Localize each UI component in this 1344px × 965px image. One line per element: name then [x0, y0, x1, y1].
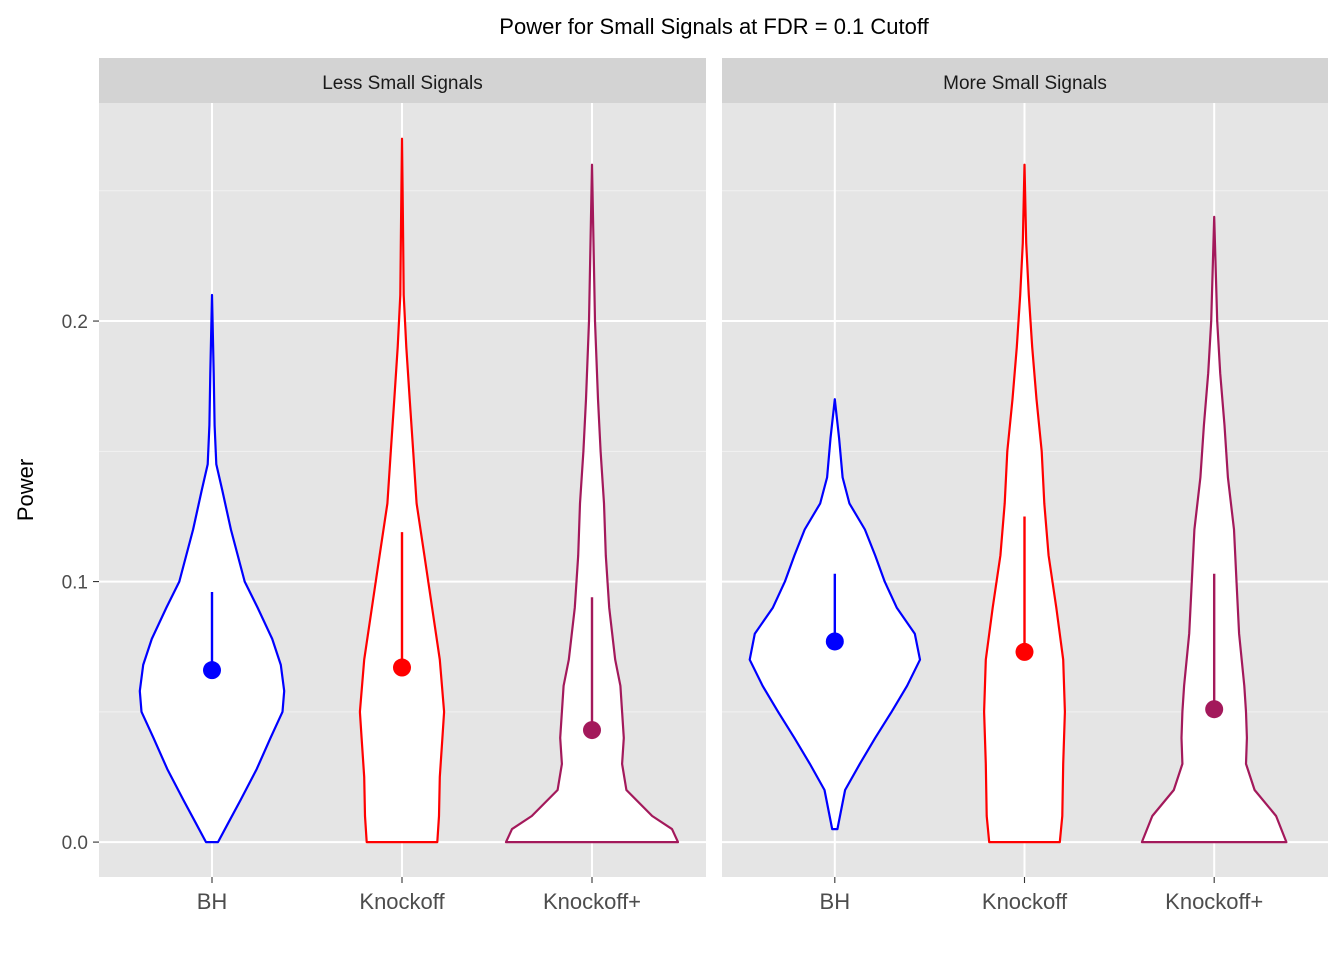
- y-axis-label: Power: [13, 459, 38, 521]
- chart-title: Power for Small Signals at FDR = 0.1 Cut…: [499, 14, 929, 39]
- x-tick-label: Knockoff: [982, 889, 1068, 914]
- facet-strip-label: Less Small Signals: [322, 73, 483, 94]
- facet-strip-label: More Small Signals: [943, 73, 1107, 94]
- median-point: [393, 658, 411, 677]
- facet-strip: [99, 58, 706, 103]
- violin-knockoff: [983, 163, 1066, 844]
- median-point: [583, 721, 601, 740]
- y-tick-label: 0.0: [62, 833, 88, 854]
- x-tick-label: Knockoff+: [543, 889, 641, 914]
- violin-bh: [138, 293, 286, 844]
- median-point: [1015, 642, 1034, 661]
- violin-knockoff: [358, 137, 446, 844]
- facet-strip: [722, 58, 1328, 103]
- median-point: [825, 632, 844, 651]
- violin-knockoff-plus: [1140, 215, 1288, 844]
- x-tick-label: BH: [820, 889, 851, 914]
- x-tick-label: BH: [197, 889, 228, 914]
- median-point: [1205, 700, 1224, 719]
- y-tick-label: 0.2: [62, 312, 88, 333]
- median-point: [203, 661, 221, 680]
- x-tick-label: Knockoff: [359, 889, 445, 914]
- y-tick-label: 0.1: [62, 573, 88, 594]
- violin-knockoff-plus: [504, 163, 680, 844]
- x-tick-label: Knockoff+: [1165, 889, 1263, 914]
